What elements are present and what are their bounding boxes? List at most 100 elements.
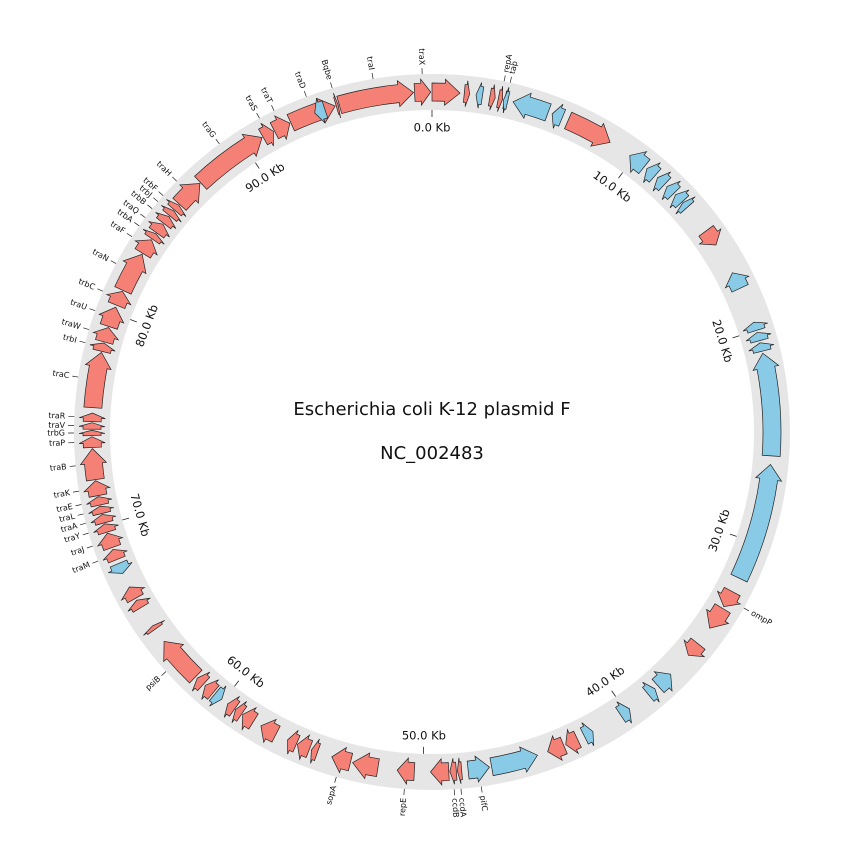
gene-label-leader [140, 213, 146, 218]
gene-arrow-28 [615, 701, 632, 724]
scale-tick [611, 690, 616, 697]
gene-arrow-20 [748, 342, 775, 354]
gene-label-ccdB: ccdB [450, 798, 460, 818]
gene-label-leader [79, 522, 86, 526]
gene-arrow-traA [90, 514, 117, 526]
gene-label-leader [89, 308, 96, 312]
gene-arrow-10 [629, 151, 651, 175]
gene-label-leader [330, 82, 333, 89]
gene-label-tap: tap [508, 60, 520, 75]
gene-arrow-85 [333, 92, 341, 119]
gene-label-leader [86, 545, 93, 549]
gene-label-trbI: trbI [62, 333, 78, 345]
features-layer [78, 78, 783, 786]
gene-arrow-traT [269, 115, 291, 141]
gene-arrow-traX [413, 78, 432, 107]
gene-label-leader [172, 176, 177, 182]
gene-arrow-pifC [466, 755, 490, 783]
scale-tick [122, 517, 130, 521]
gene-arrow-traF [134, 239, 158, 259]
gene-arrow-27 [642, 681, 660, 703]
gene-arrow-7 [512, 92, 552, 122]
gene-arrow-21 [752, 352, 782, 457]
gene-label-traI: traI [365, 56, 376, 71]
gene-arrow-40 [310, 738, 321, 764]
gene-arrow-22 [730, 463, 783, 583]
gene-label-traV: traV [48, 421, 65, 430]
gene-arrow-38 [352, 752, 380, 780]
gene-label-leader [158, 191, 164, 196]
gene-label-leader [153, 197, 159, 202]
gene-label-leader [92, 560, 99, 564]
gene-arrow-19 [745, 332, 772, 344]
gene-arrow-trbG [78, 429, 106, 437]
gene-arrow-2 [475, 82, 485, 109]
gene-label-ompP: ompP [749, 608, 773, 627]
gene-arrow-traG [194, 133, 263, 190]
gene-label-traN: traN [91, 247, 111, 263]
scale-tick [234, 680, 240, 687]
gene-arrow-30 [565, 728, 582, 755]
gene-arrow-trbA [142, 229, 165, 245]
gene-arrow-traU [98, 306, 125, 330]
gene-label-leader [72, 375, 79, 378]
gene-arrow-26 [651, 671, 673, 694]
gene-arrow-24 [706, 603, 731, 629]
gene-arrow-sopA [331, 746, 354, 774]
gene-label-traF: traF [109, 219, 128, 235]
gene-arrow-31 [547, 734, 568, 761]
gene-arrow-45 [231, 701, 248, 724]
gene-label-traU: traU [69, 298, 88, 312]
gene-arrow-9 [564, 111, 611, 147]
gene-label-traM: traM [71, 560, 91, 575]
gene-label-traB: traB [49, 462, 67, 473]
gene-label-repA: repA [502, 53, 515, 74]
gene-label-leader [256, 112, 260, 119]
gene-label-leader [126, 233, 133, 238]
gene-label-leader [480, 786, 483, 793]
gene-arrow-42 [287, 730, 301, 755]
gene-label-leader [334, 776, 337, 783]
gene-label-leader [743, 607, 750, 612]
gene-label-leader [97, 288, 104, 292]
gene-label-ccdA: ccdA [457, 797, 468, 818]
gene-arrow-6 [502, 87, 511, 113]
gene-arrow-traQ [148, 221, 170, 239]
gene-arrow-traH [172, 183, 201, 211]
scale-tick-label: 30.0 Kb [705, 507, 733, 553]
gene-arrow-8 [551, 103, 567, 129]
scale-tick [618, 172, 623, 179]
gene-label-leader [83, 327, 90, 330]
gene-label-traA: traA [60, 521, 79, 534]
gene-label-psiB: psiB [144, 674, 163, 692]
gene-arrow-psiB [163, 640, 203, 684]
gene-arrow-repE [396, 757, 416, 786]
gene-arrow-trbB [155, 212, 177, 230]
scale-tick-label: 0.0 Kb [414, 121, 451, 135]
scale-tick [729, 533, 737, 537]
gene-arrow-43 [260, 718, 281, 744]
gene-arrow-traK [83, 480, 111, 498]
gene-arrow-traI [336, 79, 415, 114]
gene-arrow-ccdB [449, 758, 458, 785]
gene-label-leader [509, 76, 512, 83]
gene-arrow-15 [675, 196, 696, 215]
gene-arrow-48 [201, 679, 220, 700]
gene-arrow-traE [86, 496, 113, 508]
gene-label-traH: traH [155, 159, 174, 178]
gene-arrow-52 [127, 597, 151, 613]
gene-label-Bqbe: Bqbe [320, 59, 334, 81]
gene-label-leader [303, 91, 307, 97]
scale-tick [130, 319, 137, 323]
gene-arrow-trbF [166, 199, 187, 217]
gene-arrow-repA [496, 86, 503, 112]
gene-label-traX: traX [417, 48, 426, 66]
gene-arrow-1 [463, 80, 470, 107]
gene-arrow-49 [191, 671, 211, 692]
gene-label-traG: traG [200, 120, 218, 139]
gene-label-traL: traL [58, 511, 76, 523]
gene-arrow-11 [643, 162, 662, 183]
gene-label-pifC: pifC [478, 795, 489, 812]
gene-arrow-ompP [716, 586, 742, 607]
